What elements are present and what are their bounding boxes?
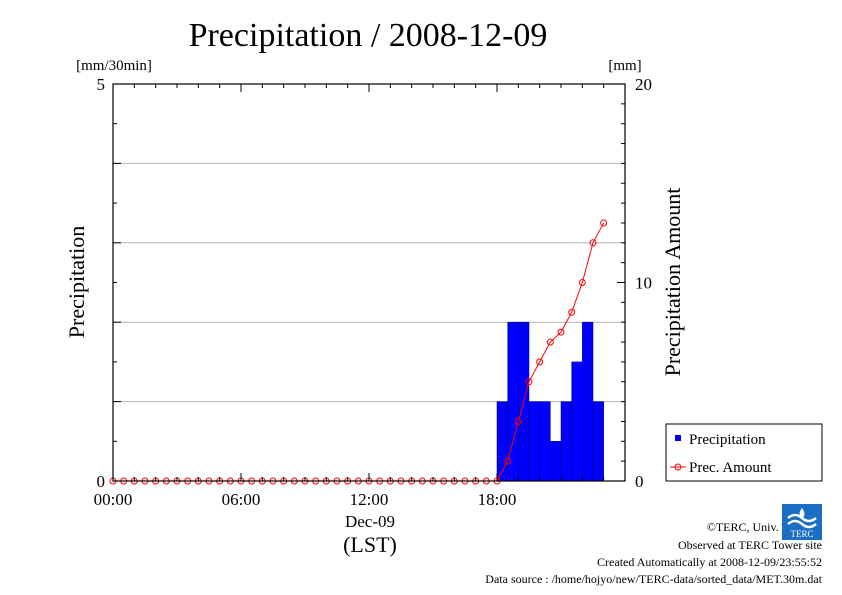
amount-point	[525, 378, 533, 386]
right-axis-title: Precipitation Amount	[660, 188, 685, 377]
amount-point	[589, 239, 597, 247]
x-tick-label: 06:00	[222, 490, 261, 509]
precipitation-bar	[560, 401, 572, 482]
x-axis-title: (LST)	[343, 532, 397, 557]
x-tick-label: 00:00	[94, 490, 133, 509]
amount-point	[578, 279, 586, 286]
precipitation-bars	[496, 321, 604, 482]
precipitation-bar	[550, 441, 562, 482]
legend-amount-label: Prec. Amount	[689, 460, 772, 476]
left-y-tick-label: 0	[97, 472, 106, 491]
precipitation-bar	[507, 321, 519, 482]
footer-source: Data source : /home/hojyo/new/TERC-data/…	[485, 572, 822, 586]
right-y-tick-label: 10	[635, 274, 652, 293]
chart-title: Precipitation / 2008-12-09	[189, 17, 548, 54]
amount-point	[536, 358, 544, 366]
precipitation-bar	[582, 321, 594, 482]
amount-point	[600, 219, 608, 227]
legend-precipitation-label: Precipitation	[689, 432, 766, 448]
legend-box	[665, 423, 823, 482]
x-tick-label: 18:00	[478, 490, 517, 509]
right-y-tick-label: 0	[635, 472, 644, 491]
precipitation-bar	[539, 401, 551, 482]
x-tick-label: 12:00	[350, 490, 389, 509]
axes: 00:00 06:00 12:00 18:00 0 5 0 10 20	[94, 75, 652, 509]
left-y-tick-label: 5	[97, 75, 106, 94]
grid-lines	[113, 162, 625, 403]
amount-point	[504, 457, 512, 465]
legend-precipitation-swatch	[675, 435, 681, 441]
right-y-tick-label: 20	[635, 75, 652, 94]
x-date-label: Dec-09	[345, 512, 395, 531]
precipitation-bar	[592, 401, 604, 482]
precipitation-bar	[496, 401, 508, 482]
legend: Precipitation Prec. Amount	[665, 423, 823, 482]
left-axis-title: Precipitation	[64, 226, 89, 338]
precipitation-bar	[571, 361, 583, 482]
right-unit-label: [mm]	[608, 58, 641, 74]
footer-created: Created Automatically at 2008-12-09/23:5…	[597, 555, 822, 569]
amount-point	[557, 328, 565, 336]
amount-point	[568, 308, 576, 316]
legend-amount-marker	[674, 463, 682, 471]
amount-point	[546, 338, 554, 346]
footer-site: Observed at TERC Tower site	[677, 538, 822, 552]
precipitation-bar	[528, 401, 540, 482]
amount-point	[514, 417, 522, 425]
logo-text: TERC	[790, 529, 813, 539]
left-unit-label: [mm/30min]	[76, 58, 152, 74]
terc-logo: TERC	[782, 504, 822, 540]
